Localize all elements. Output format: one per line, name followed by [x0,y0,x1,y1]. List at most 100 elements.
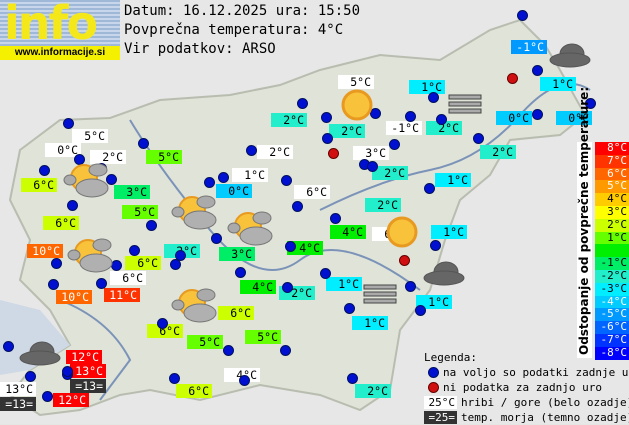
station-dot-icon[interactable] [405,281,416,292]
station-dot-icon[interactable] [146,220,157,231]
station-dot-icon[interactable] [473,133,484,144]
station-dot-icon[interactable] [436,114,447,125]
station-temperature-label: 1°C [326,277,362,291]
scale-step: 5°C [595,180,629,194]
sea-sample: =25= [424,411,457,424]
station-dot-icon[interactable] [297,98,308,109]
station-temperature-label: 1°C [540,77,576,91]
station-temperature-label: 1°C [352,316,388,330]
station-dot-icon[interactable] [138,138,149,149]
station-dot-icon[interactable] [428,92,439,103]
station-temperature-label: 12°C [66,350,102,364]
sun-cloud-icon [62,160,112,204]
average-temperature: Povprečna temperatura: 4°C [124,22,344,38]
station-dot-icon[interactable] [330,213,341,224]
scale-step: -3°C [595,282,629,296]
station-dot-icon[interactable] [424,183,435,194]
fog-icon [363,284,397,308]
station-temperature-label: 2°C [426,121,462,135]
station-dot-icon[interactable] [157,318,168,329]
station-dot-icon[interactable] [223,345,234,356]
station-dot-icon[interactable] [321,112,332,123]
missing-data-dot-icon[interactable] [507,73,518,84]
station-temperature-label: 3°C [219,247,255,261]
station-dot-icon[interactable] [67,200,78,211]
station-temperature-label: 6°C [294,185,330,199]
station-temperature-label: -1°C [386,121,422,135]
station-dot-icon[interactable] [51,258,62,269]
scale-step: -7°C [595,333,629,347]
station-dot-icon[interactable] [320,268,331,279]
station-dot-icon[interactable] [96,278,107,289]
scale-step: -6°C [595,321,629,334]
station-temperature-label: 6°C [21,178,57,192]
dark-cloud-icon [422,260,466,290]
station-temperature-label: 3°C [353,146,389,160]
logo[interactable]: info www.informacije.si [0,0,120,60]
station-dot-icon[interactable] [281,175,292,186]
sun-cloud-icon [170,192,220,236]
station-dot-icon[interactable] [370,108,381,119]
station-dot-icon[interactable] [3,341,14,352]
missing-data-dot-icon[interactable] [328,148,339,159]
station-dot-icon[interactable] [239,375,250,386]
scale-step: -8°C [595,346,629,360]
station-dot-icon[interactable] [280,345,291,356]
station-dot-icon[interactable] [170,259,181,270]
station-dot-icon[interactable] [63,118,74,129]
station-temperature-label: 10°C [27,244,63,258]
station-dot-icon[interactable] [282,282,293,293]
station-dot-icon[interactable] [532,109,543,120]
station-dot-icon[interactable] [74,154,85,165]
station-temperature-label: 5°C [72,129,108,143]
station-dot-icon[interactable] [285,241,296,252]
station-dot-icon[interactable] [175,250,186,261]
station-temperature-label: 5°C [187,335,223,349]
station-dot-icon[interactable] [405,111,416,122]
station-temperature-label: 5°C [122,205,158,219]
station-temperature-label: 5°C [338,75,374,89]
sun-icon [385,215,419,253]
station-dot-icon[interactable] [106,174,117,185]
station-dot-icon[interactable] [415,305,426,316]
station-dot-icon[interactable] [129,245,140,256]
station-dot-icon[interactable] [246,145,257,156]
station-dot-icon[interactable] [585,98,596,109]
blue-dot-icon [428,367,439,378]
station-dot-icon[interactable] [62,366,73,377]
scale-step: 8°C [595,142,629,155]
station-temperature-label: 5°C [245,330,281,344]
station-dot-icon[interactable] [235,267,246,278]
hill-sample: 25°C [424,396,457,409]
station-dot-icon[interactable] [48,279,59,290]
scale-step [595,244,629,258]
station-temperature-label: 1°C [232,168,268,182]
station-dot-icon[interactable] [42,391,53,402]
scale-step: 7°C [595,154,629,168]
missing-data-dot-icon[interactable] [399,255,410,266]
station-dot-icon[interactable] [211,233,222,244]
scale-step: 3°C [595,205,629,219]
scale-step: -5°C [595,308,629,322]
station-dot-icon[interactable] [347,373,358,384]
scale-step: 1°C [595,231,629,245]
station-dot-icon[interactable] [204,177,215,188]
dark-cloud-icon [18,340,62,370]
station-dot-icon[interactable] [389,139,400,150]
station-dot-icon[interactable] [218,172,229,183]
station-dot-icon[interactable] [367,161,378,172]
scale-step: -1°C [595,257,629,270]
legend-hill: hribi / gore (belo ozadje) [461,396,629,409]
station-dot-icon[interactable] [169,373,180,384]
station-dot-icon[interactable] [430,240,441,251]
date-time: Datum: 16.12.2025 ura: 15:50 [124,3,361,19]
station-dot-icon[interactable] [39,165,50,176]
station-dot-icon[interactable] [322,133,333,144]
station-dot-icon[interactable] [344,303,355,314]
station-dot-icon[interactable] [532,65,543,76]
station-dot-icon[interactable] [292,201,303,212]
logo-url-link[interactable]: www.informacije.si [0,46,120,60]
station-temperature-label: 4°C [287,241,323,255]
station-dot-icon[interactable] [517,10,528,21]
station-dot-icon[interactable] [25,371,36,382]
